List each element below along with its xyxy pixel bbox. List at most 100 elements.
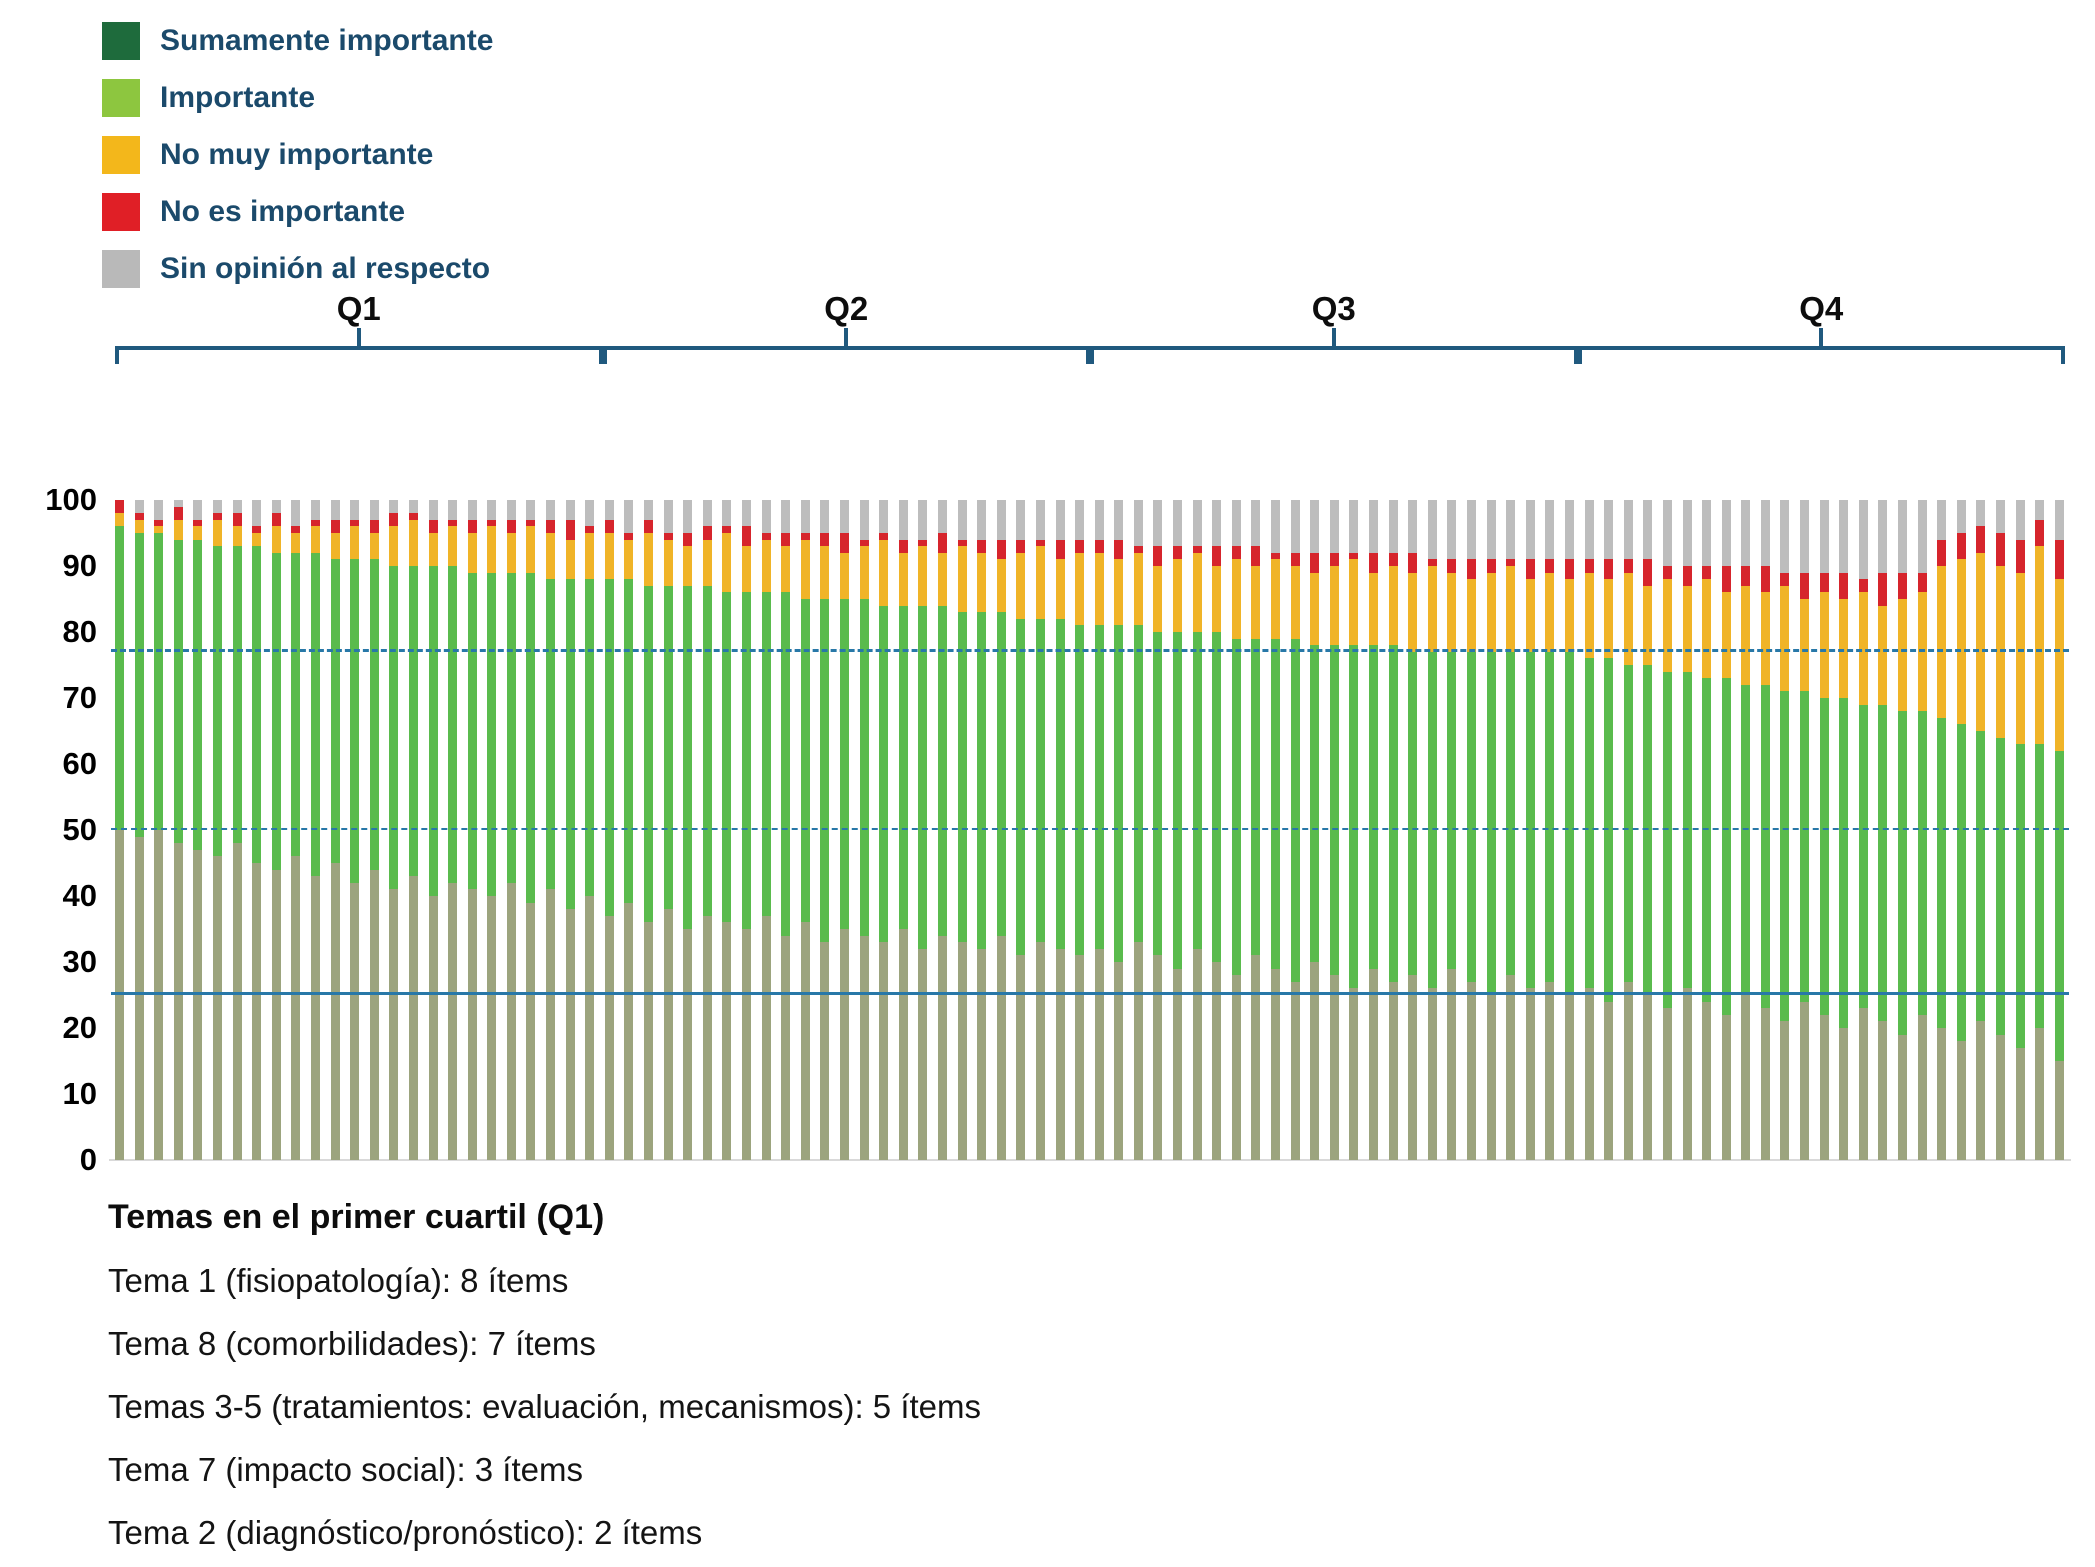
- bar-segment: [1388, 566, 1398, 646]
- bar-segment: [644, 533, 654, 586]
- bar-segment: [212, 546, 222, 857]
- bar-segment: [957, 500, 967, 540]
- bar: [1800, 500, 1810, 1160]
- bar-segment: [1192, 552, 1202, 633]
- bar-segment: [1996, 566, 2005, 738]
- bar-segment: [291, 552, 301, 857]
- bar-segment: [1329, 975, 1339, 1160]
- bar-segment: [1114, 962, 1124, 1160]
- bar-segment: [448, 882, 458, 1160]
- bar-segment: [1839, 698, 1849, 1028]
- bar: [448, 500, 458, 1160]
- y-axis-tick-label: 70: [62, 680, 97, 715]
- bar: [839, 500, 849, 1160]
- bar: [526, 500, 536, 1160]
- y-axis-tick-label: 50: [62, 812, 97, 847]
- bar-segment: [487, 572, 497, 896]
- bar-segment: [1780, 585, 1790, 692]
- bar-segment: [1604, 1001, 1614, 1160]
- bar-segment: [487, 500, 497, 520]
- bar-segment: [1192, 948, 1202, 1160]
- bar-segment: [683, 585, 693, 929]
- bar-segment: [1290, 638, 1300, 982]
- bar-segment: [1839, 1028, 1849, 1160]
- bar-segment: [134, 519, 144, 534]
- bar: [702, 500, 712, 1160]
- bar: [252, 500, 262, 1160]
- bar-segment: [781, 935, 791, 1160]
- bar-segment: [408, 513, 418, 520]
- bar-segment: [1016, 552, 1026, 619]
- bar-segment: [1525, 988, 1535, 1160]
- bar-segment: [1231, 638, 1241, 976]
- bar-segment: [1408, 500, 1418, 553]
- bar-segment: [2054, 750, 2064, 1061]
- plot-area: [115, 500, 2065, 1160]
- bar-segment: [1819, 572, 1829, 593]
- legend: Sumamente importante Importante No muy imp…: [102, 22, 493, 288]
- bar-segment: [839, 500, 849, 534]
- bar-segment: [1251, 500, 1261, 547]
- bar-segment: [1212, 962, 1222, 1160]
- bar-segment: [369, 559, 379, 870]
- bar-segment: [1310, 645, 1320, 962]
- bar-segment: [1937, 566, 1947, 718]
- bar-segment: [1173, 559, 1183, 633]
- bar-segment: [1212, 500, 1222, 547]
- bar-segment: [2035, 519, 2045, 547]
- bar-segment: [1956, 500, 1966, 534]
- bar-segment: [1055, 500, 1065, 540]
- bar-segment: [1329, 500, 1339, 553]
- bar: [1702, 500, 1712, 1160]
- bar-segment: [2035, 546, 2045, 745]
- bar: [291, 500, 301, 1160]
- bar-segment: [1408, 651, 1418, 976]
- bar-segment: [546, 500, 556, 520]
- bar-segment: [1447, 500, 1457, 560]
- bar-segment: [1349, 988, 1359, 1160]
- bar-segment: [1212, 566, 1222, 632]
- bar-segment: [2054, 1061, 2064, 1160]
- bar-segment: [2035, 500, 2045, 520]
- bar-segment: [1702, 500, 1712, 567]
- bar-segment: [1741, 995, 1751, 1160]
- reference-line-25: [111, 992, 2069, 995]
- bar-segment: [1251, 566, 1261, 639]
- chart: 0 10 20 30 40 50 60 70 80 90 100: [45, 482, 2071, 1177]
- y-axis-tick-label: 40: [62, 878, 97, 913]
- bar-segment: [683, 929, 693, 1160]
- bar-segment: [1662, 566, 1672, 580]
- bar-segment: [448, 566, 458, 883]
- bar-segment: [1721, 500, 1731, 567]
- bar-segment: [1702, 579, 1712, 679]
- y-axis-tick-label: 10: [62, 1076, 97, 1111]
- bar-segment: [624, 539, 634, 580]
- bar-segment: [663, 533, 673, 540]
- bar-segment: [1878, 500, 1888, 573]
- bar-segment: [996, 559, 1006, 613]
- bar-segment: [1329, 566, 1339, 646]
- bar-segment: [1702, 1001, 1712, 1160]
- bar-segment: [761, 539, 771, 593]
- bar-segment: [1094, 539, 1104, 553]
- bar-segment: [1937, 1028, 1947, 1160]
- bar: [1173, 500, 1183, 1160]
- bar: [2035, 500, 2045, 1160]
- bar-segment: [722, 922, 732, 1160]
- bar-segment: [467, 500, 477, 520]
- legend-item-sumamente-importante: Sumamente importante: [102, 22, 493, 60]
- bar-segment: [1800, 691, 1810, 1002]
- bar: [506, 500, 516, 1160]
- bar-segment: [1937, 500, 1947, 540]
- bar-segment: [585, 526, 595, 534]
- bar: [1839, 500, 1849, 1160]
- bar-segment: [1623, 665, 1633, 982]
- bar: [154, 500, 164, 1160]
- bar-segment: [1290, 566, 1300, 639]
- bar-segment: [546, 579, 556, 890]
- bar-segment: [193, 526, 203, 540]
- bar-segment: [506, 533, 516, 573]
- bar-segment: [1858, 500, 1868, 580]
- bar-segment: [820, 942, 830, 1160]
- bar: [1604, 500, 1614, 1160]
